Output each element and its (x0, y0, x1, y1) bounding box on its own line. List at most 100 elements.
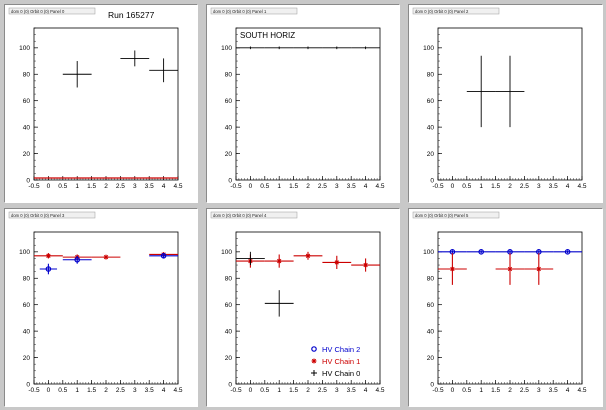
x-tick-label: 4.5 (577, 387, 586, 394)
marker-star (103, 254, 109, 260)
pad-title: dom 0 (0) Orbit 0 (0) Panel 5 (415, 213, 469, 218)
pad-title-frame (210, 211, 298, 219)
x-tick-label: 3.5 (145, 387, 154, 394)
x-tick-label: 2 (306, 387, 310, 394)
x-tick-label: 0.5 (260, 387, 269, 394)
y-tick-label: 20 (23, 355, 31, 362)
y-tick-label: 100 (423, 249, 434, 256)
pad-background (5, 209, 198, 407)
pad-title-box: dom 0 (0) Orbit 0 (0) Panel 5 (412, 211, 500, 219)
y-tick-label: 60 (23, 302, 31, 309)
chart-title: Run 165277 (108, 10, 155, 20)
y-tick-label: 60 (23, 98, 31, 105)
marker-circle (160, 252, 167, 259)
data-point (120, 50, 150, 67)
x-tick-label: 3 (133, 183, 137, 190)
chart-svg-1: dom 0 (0) Orbit 0 (0) Panel 1-0.5 0 0.5 1 1.… (207, 5, 400, 203)
x-tick-label: 0.5 (260, 183, 269, 190)
pad-title-box: dom 0 (0) Orbit 0 (0) Panel 0 (8, 7, 96, 15)
y-tick-label: 100 (19, 249, 30, 256)
marker-circle (45, 266, 52, 272)
series-1 (236, 251, 294, 317)
x-tick-label: 1.5 (289, 387, 298, 394)
legend-label: HV Chain 0 (322, 369, 360, 378)
x-tick-label: 4.5 (173, 183, 182, 190)
x-tick-label: 2 (508, 387, 512, 394)
pad-background (5, 5, 198, 203)
x-tick-label: 1 (479, 183, 483, 190)
marker-star (536, 266, 542, 272)
x-tick-label: 3 (335, 387, 339, 394)
x-tick-label: 1.5 (87, 183, 96, 190)
y-tick-label: 40 (427, 124, 435, 131)
marker-star (334, 259, 340, 265)
data-point (264, 290, 294, 317)
data-point (264, 254, 294, 268)
x-tick-label: 4.5 (375, 183, 384, 190)
x-tick-label: 0 (451, 183, 455, 190)
pad-title-frame (412, 7, 500, 15)
x-tick-label: 2.5 (116, 183, 125, 190)
y-tick-label: 80 (427, 72, 435, 79)
y-tick-label: 100 (19, 45, 30, 52)
pad-background (207, 5, 400, 203)
pad-title-frame (412, 211, 500, 219)
data-point (495, 253, 525, 285)
data-point (62, 255, 92, 264)
series-0 (438, 249, 582, 255)
x-tick-label: -0.5 (432, 387, 444, 394)
marker-circle (564, 249, 571, 255)
x-tick-label: -0.5 (230, 183, 242, 190)
series-0 (466, 55, 525, 128)
x-tick-label: 3 (133, 387, 137, 394)
data-point (322, 46, 352, 50)
y-tick-label: 20 (225, 355, 233, 362)
data-point (524, 253, 554, 285)
x-tick-label: 4 (162, 183, 166, 190)
pad-title-frame (210, 7, 298, 15)
legend-label: HV Chain 2 (322, 345, 360, 354)
x-tick-label: 0.5 (58, 387, 67, 394)
y-tick-label: 0 (228, 381, 232, 388)
data-point (495, 55, 525, 128)
y-tick-label: 80 (23, 276, 31, 283)
chart-svg-2: dom 0 (0) Orbit 0 (0) Panel 2-0.5 0 0.5 1 1.… (409, 5, 603, 203)
y-tick-label: 100 (221, 45, 232, 52)
data-point (553, 249, 582, 255)
x-tick-label: 3 (335, 183, 339, 190)
x-tick-label: 1.5 (289, 183, 298, 190)
data-point (39, 263, 58, 275)
chart-svg-0: dom 0 (0) Orbit 0 (0) Panel 0-0.5 0 0.5 1 1.… (5, 5, 198, 203)
marker-star (449, 266, 455, 272)
pad-title-box: dom 0 (0) Orbit 0 (0) Panel 4 (210, 211, 298, 219)
data-point (293, 251, 323, 260)
x-tick-label: 3.5 (549, 387, 558, 394)
marker-star (45, 253, 51, 259)
y-tick-label: 60 (427, 98, 435, 105)
data-point (34, 253, 63, 259)
marker-star (305, 253, 311, 259)
x-tick-label: 0 (249, 387, 253, 394)
legend: HV Chain 2 HV Chain 1 HV Chain 0 (311, 345, 360, 378)
x-tick-label: 3.5 (347, 183, 356, 190)
x-tick-label: 2.5 (116, 387, 125, 394)
data-point (293, 46, 323, 50)
data-point (62, 61, 92, 88)
x-tick-label: -0.5 (432, 183, 444, 190)
series-0 (236, 46, 380, 50)
x-tick-label: 1.5 (491, 183, 500, 190)
chart-pad-0: dom 0 (0) Orbit 0 (0) Panel 0 -0.5 0 0.5 1 1.… (4, 4, 198, 203)
x-tick-label: 3 (537, 387, 541, 394)
x-tick-label: 4 (364, 183, 368, 190)
x-tick-label: 4.5 (577, 183, 586, 190)
chart-pad-1: dom 0 (0) Orbit 0 (0) Panel 1 -0.5 0 0.5 1 1.… (206, 4, 400, 203)
chart-svg-3: dom 0 (0) Orbit 0 (0) Panel 3-0.5 0 0.5 1 1.… (5, 209, 198, 407)
pad-background (409, 209, 603, 407)
x-tick-label: 1 (277, 183, 281, 190)
x-tick-label: 1 (277, 387, 281, 394)
pad-title: dom 0 (0) Orbit 0 (0) Panel 3 (11, 213, 65, 218)
marker-circle (311, 346, 317, 352)
marker-circle (74, 256, 81, 263)
series-0 (62, 50, 178, 88)
